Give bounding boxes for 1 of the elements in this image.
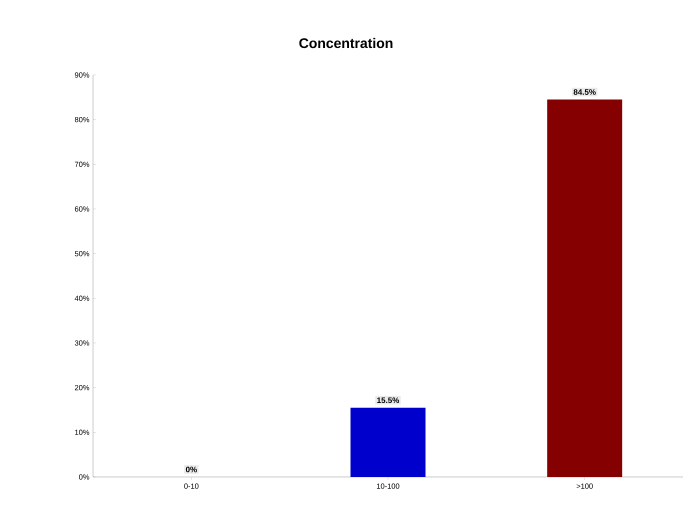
chart-title: Concentration [299,38,392,48]
